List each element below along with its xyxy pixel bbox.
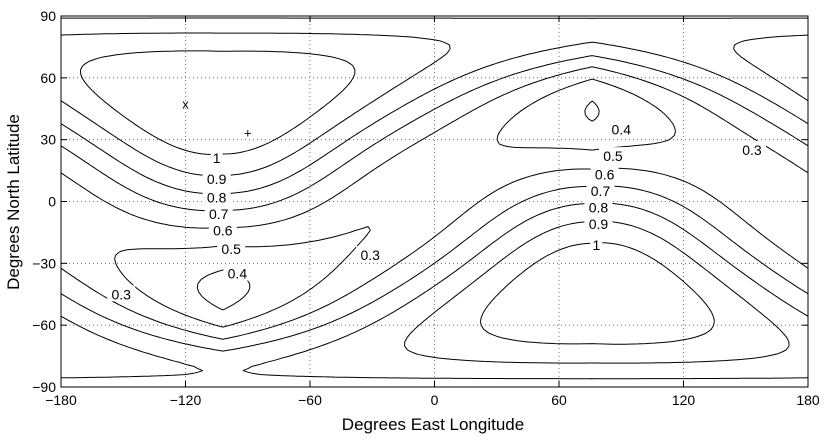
x-tick-label: −120 xyxy=(170,392,202,408)
y-tick-label: 60 xyxy=(40,70,56,86)
contour-line xyxy=(196,100,600,311)
contour-line xyxy=(60,55,809,352)
contour-label: 0.4 xyxy=(612,121,632,137)
contour-label: 0.3 xyxy=(111,286,131,302)
contour-layer xyxy=(60,17,809,380)
x-axis-label: Degrees East Longitude xyxy=(342,415,524,434)
x-tick-label: 60 xyxy=(551,392,567,408)
contour-label: 0.4 xyxy=(228,266,248,282)
contour-line xyxy=(60,32,809,364)
contour-label-bg xyxy=(356,246,385,263)
contour-label: 0.8 xyxy=(589,200,609,216)
contour-label-bg xyxy=(223,264,252,281)
contour-label: 0.6 xyxy=(595,167,615,183)
y-tick-label: −60 xyxy=(32,317,56,333)
x-tick-label: 0 xyxy=(431,392,439,408)
contour-label: 0.7 xyxy=(591,183,611,199)
contour-label-bg xyxy=(584,215,613,232)
contour-label: 0.6 xyxy=(213,222,233,238)
y-tick-label: −90 xyxy=(32,379,56,395)
y-tick-label: 90 xyxy=(40,8,56,24)
contour-label: 0.5 xyxy=(603,148,623,164)
x-tick-label: 180 xyxy=(796,392,820,408)
label-layer: 10.90.80.70.60.50.40.30.30.40.50.60.70.8… xyxy=(107,97,766,302)
contour-label: 0.3 xyxy=(360,247,380,263)
contour-label: 0.8 xyxy=(207,189,227,205)
contour-line xyxy=(60,17,809,380)
contour-label-bg xyxy=(202,188,231,205)
x-tick-label: −180 xyxy=(45,392,77,408)
y-axis-label: Degrees North Latitude xyxy=(4,114,23,290)
contour-line xyxy=(80,50,715,345)
x-tick-label: 120 xyxy=(672,392,696,408)
contour-label-bg xyxy=(107,285,136,302)
y-tick-label: −30 xyxy=(32,255,56,271)
contour-line xyxy=(60,66,809,340)
contour-label-bg xyxy=(208,221,237,238)
marker-plus: + xyxy=(244,125,252,140)
contour-label-bg xyxy=(584,198,613,215)
contour-label-bg xyxy=(202,169,231,186)
contour-label-bg xyxy=(210,149,223,166)
contour-label-bg xyxy=(590,165,619,182)
contour-label: 1 xyxy=(592,237,600,253)
contour-label: 0.9 xyxy=(589,216,609,232)
contour-label-bg xyxy=(737,140,766,157)
contour-label-bg xyxy=(598,147,627,164)
contour-label: 0.3 xyxy=(742,142,762,158)
y-tick-label: 0 xyxy=(48,194,56,210)
contour-label-bg xyxy=(204,204,233,221)
contour-label: 1 xyxy=(213,150,221,166)
axes-layer: −180 −120 −60 0 60 120 180 −90 −60 −30 0 30 60 90 xyxy=(32,8,820,408)
x-tick-label: −60 xyxy=(298,392,322,408)
contour-label: 0.5 xyxy=(221,241,241,257)
contour-label: 0.7 xyxy=(209,206,229,222)
contour-label-bg xyxy=(590,235,603,252)
y-tick-label: 30 xyxy=(40,132,56,148)
grid-layer xyxy=(61,16,808,387)
marker-x: x xyxy=(182,97,189,112)
contour-label-bg xyxy=(217,239,246,256)
contour-label-bg xyxy=(586,182,615,199)
contour-label-bg xyxy=(607,120,636,137)
contour-label: 0.9 xyxy=(207,171,227,187)
